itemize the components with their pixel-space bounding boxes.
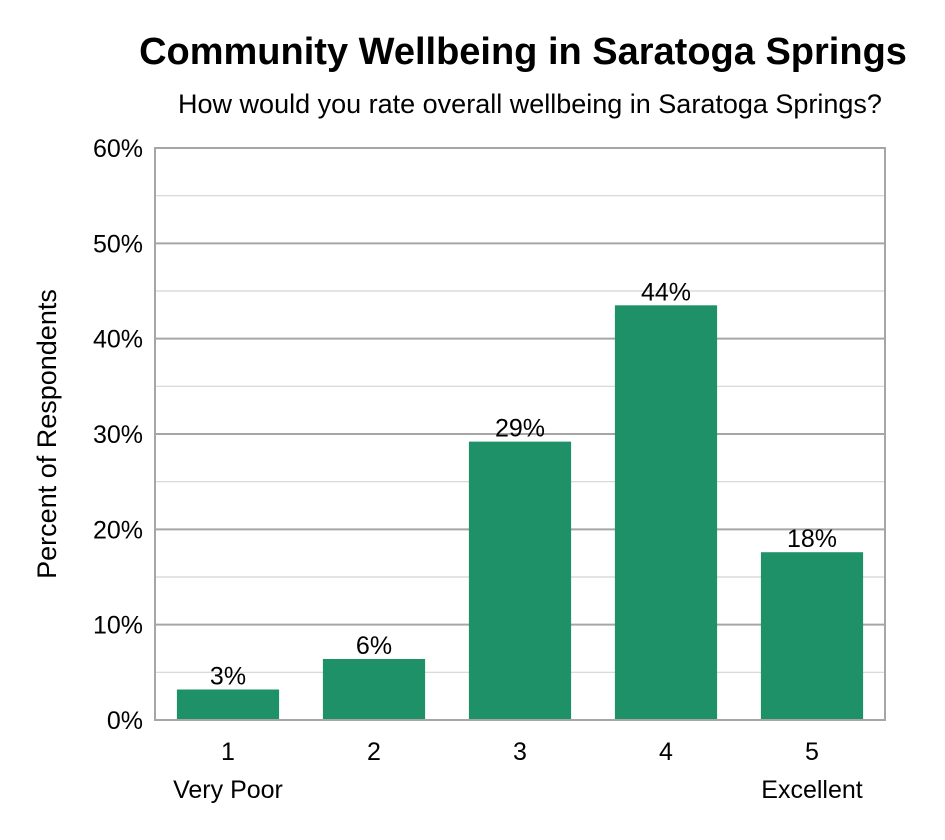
bar — [322, 658, 426, 720]
y-tick-label: 30% — [93, 421, 143, 449]
x-tick-sublabel: Excellent — [761, 776, 862, 804]
y-tick-labels: 0% 10% 20% 30% 40% 50% 60% — [93, 135, 143, 735]
x-tick-label: 4 — [659, 738, 673, 766]
chart-title: Community Wellbeing in Saratoga Springs — [139, 31, 907, 73]
data-label: 6% — [356, 632, 392, 660]
data-labels: 3% 6% 29% 44% 18% — [210, 278, 837, 690]
x-tick-label: 5 — [805, 738, 819, 766]
y-tick-label: 20% — [93, 516, 143, 544]
y-tick-label: 50% — [93, 230, 143, 258]
data-label: 3% — [210, 662, 246, 690]
x-tick-label: 2 — [367, 738, 381, 766]
chart-subtitle: How would you rate overall wellbeing in … — [178, 89, 882, 119]
y-tick-label: 60% — [93, 135, 143, 163]
bar — [614, 305, 718, 720]
bar — [468, 441, 572, 720]
x-tick-label: 1 — [221, 738, 235, 766]
data-label: 29% — [495, 415, 545, 443]
x-tick-labels: 1 Very Poor 2 3 4 5 Excellent — [173, 738, 863, 804]
plot-frame — [154, 147, 886, 721]
y-axis-label: Percent of Respondents — [32, 289, 62, 579]
data-label: 44% — [641, 278, 691, 306]
data-label: 18% — [787, 525, 837, 553]
bar — [760, 552, 864, 720]
y-tick-label: 40% — [93, 326, 143, 354]
x-tick-sublabel: Very Poor — [173, 776, 283, 804]
y-tick-label: 10% — [93, 612, 143, 640]
y-tick-label: 0% — [107, 707, 143, 735]
bar — [176, 689, 280, 720]
x-tick-label: 3 — [513, 738, 527, 766]
bars — [176, 305, 864, 720]
plot-border — [154, 147, 886, 721]
